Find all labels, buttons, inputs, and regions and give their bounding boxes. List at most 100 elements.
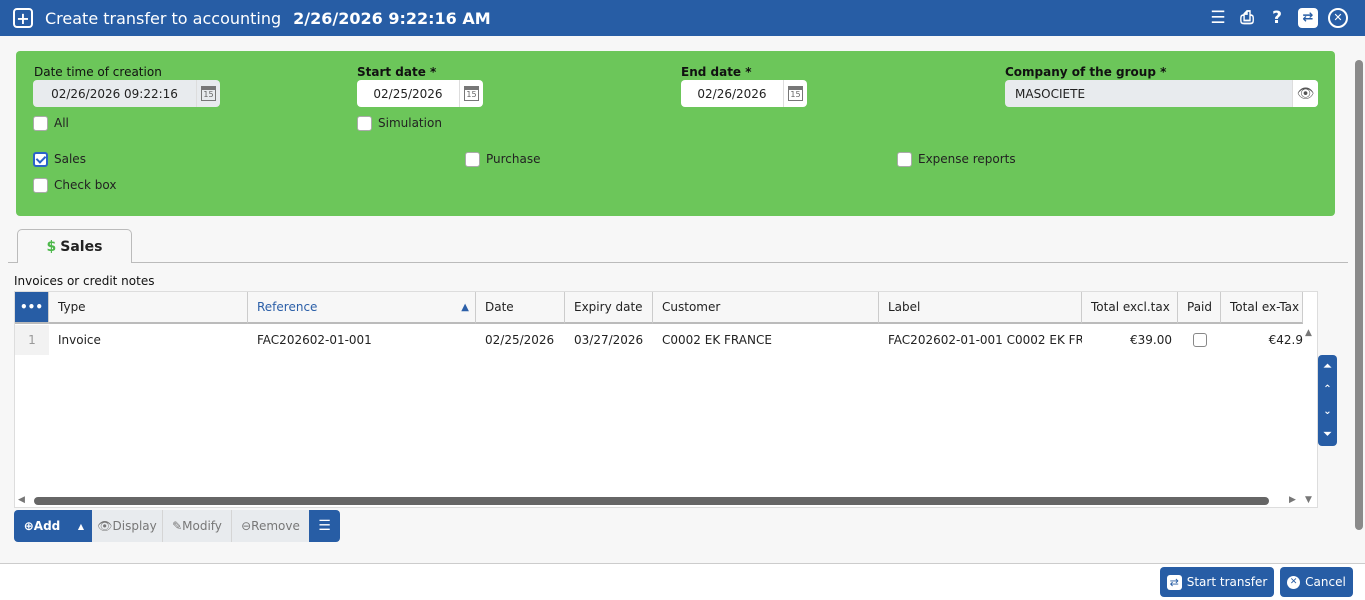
- eye-icon: 👁: [97, 519, 113, 533]
- column-menu-button[interactable]: •••: [15, 292, 49, 324]
- company-label: Company of the group *: [1005, 65, 1167, 79]
- modify-button[interactable]: ✎ Modify: [163, 510, 232, 542]
- creation-label: Date time of creation: [34, 65, 162, 79]
- add-button[interactable]: ⊕ Add: [14, 510, 70, 542]
- tab-divider: [8, 262, 1348, 263]
- column-header-reference[interactable]: Reference ▲: [248, 292, 476, 324]
- row-number: 1: [15, 325, 49, 355]
- start-date-value[interactable]: 02/25/2026: [373, 86, 443, 101]
- column-header-customer[interactable]: Customer: [653, 292, 879, 324]
- cell-type: Invoice: [58, 333, 101, 347]
- remove-label: Remove: [251, 519, 300, 533]
- column-header-paid[interactable]: Paid: [1178, 292, 1221, 324]
- cell-label: FAC202602-01-001 C0002 EK FRANCE: [888, 333, 1082, 347]
- print-icon[interactable]: ⎙: [1240, 8, 1254, 28]
- close-circle-icon: ✕: [1287, 575, 1301, 589]
- filter-panel: Date time of creation 02/26/2026 09:22:1…: [16, 51, 1335, 216]
- end-date-label: End date *: [681, 65, 752, 79]
- paid-checkbox[interactable]: [1192, 333, 1207, 347]
- purchase-label: Purchase: [486, 152, 541, 166]
- cell-expiry: 03/27/2026: [574, 333, 644, 347]
- eye-icon[interactable]: 👁: [1292, 80, 1318, 107]
- close-circle-icon[interactable]: ✕: [1328, 8, 1348, 28]
- modify-label: Modify: [182, 519, 222, 533]
- tab-sales-label: Sales: [60, 238, 103, 255]
- end-date-field[interactable]: 02/26/2026 15: [681, 80, 807, 107]
- column-header-label[interactable]: Label: [879, 292, 1082, 324]
- company-field[interactable]: MASOCIETE 👁: [1005, 80, 1318, 107]
- cancel-label: Cancel: [1305, 575, 1346, 589]
- cell-total-ex-tax: €42.9: [1268, 333, 1303, 347]
- calendar-clock-icon: 15: [196, 80, 220, 107]
- caret-up-icon: ▲: [77, 521, 85, 531]
- expense-reports-label: Expense reports: [918, 152, 1016, 166]
- reference-header-label: Reference: [257, 300, 318, 314]
- calendar-icon[interactable]: 15: [459, 80, 483, 107]
- menu-icon[interactable]: ☰: [1210, 8, 1226, 28]
- last-row-icon[interactable]: ⏷: [1323, 429, 1332, 441]
- sort-ascending-icon: ▲: [461, 301, 469, 313]
- sales-checkbox[interactable]: [33, 152, 48, 167]
- minus-circle-icon: ⊖: [241, 519, 252, 533]
- remove-button[interactable]: ⊖ Remove: [232, 510, 309, 542]
- all-label: All: [54, 116, 69, 130]
- scroll-left-arrow[interactable]: ◀: [18, 495, 25, 505]
- check-box-label: Check box: [54, 178, 117, 192]
- add-dropdown-button[interactable]: ▲: [70, 510, 92, 542]
- simulation-checkbox[interactable]: [357, 116, 372, 131]
- next-row-icon[interactable]: ⌄: [1323, 406, 1332, 418]
- end-date-value[interactable]: 02/26/2026: [697, 86, 767, 101]
- display-label: Display: [112, 519, 157, 533]
- all-checkbox[interactable]: [33, 116, 48, 131]
- start-transfer-label: Start transfer: [1186, 575, 1268, 589]
- tab-sales[interactable]: $ Sales: [17, 229, 132, 263]
- transfer-icon[interactable]: ⇄: [1298, 8, 1318, 28]
- cell-paid: [1178, 325, 1221, 355]
- column-header-date[interactable]: Date: [476, 292, 565, 324]
- cancel-button[interactable]: ✕ Cancel: [1280, 567, 1353, 597]
- cell-customer: C0002 EK FRANCE: [662, 333, 772, 347]
- scroll-up-arrow[interactable]: ▲: [1305, 328, 1312, 338]
- cell-reference: FAC202602-01-001: [257, 333, 372, 347]
- first-row-icon[interactable]: ⏶: [1323, 360, 1332, 372]
- column-header-expiry[interactable]: Expiry date: [565, 292, 653, 324]
- more-menu-button[interactable]: ☰: [309, 510, 340, 542]
- creation-field: 02/26/2026 09:22:16 15: [33, 80, 220, 107]
- start-date-label: Start date *: [357, 65, 437, 79]
- add-square-icon: +: [13, 8, 33, 28]
- window-title: Create transfer to accounting: [45, 8, 282, 28]
- title-bar: + Create transfer to accounting 2/26/202…: [0, 0, 1365, 36]
- creation-value: 02/26/2026 09:22:16: [51, 86, 178, 101]
- help-icon[interactable]: ?: [1272, 8, 1282, 28]
- purchase-checkbox[interactable]: [465, 152, 480, 167]
- company-value: MASOCIETE: [1015, 86, 1086, 101]
- table-caption: Invoices or credit notes: [14, 274, 155, 288]
- footer-divider: [0, 563, 1365, 564]
- window-datetime: 2/26/2026 9:22:16 AM: [293, 8, 491, 28]
- cell-date: 02/25/2026: [485, 333, 555, 347]
- scroll-down-arrow[interactable]: ▼: [1305, 495, 1312, 505]
- display-button[interactable]: 👁 Display: [92, 510, 163, 542]
- previous-row-icon[interactable]: ⌃: [1323, 383, 1332, 395]
- invoices-table: ••• Type Reference ▲ Date Expiry date Cus…: [14, 291, 1318, 508]
- vertical-scrollbar[interactable]: [1353, 42, 1365, 558]
- column-header-type[interactable]: Type: [49, 292, 248, 324]
- column-header-total-excl[interactable]: Total excl.tax: [1082, 292, 1178, 324]
- start-date-field[interactable]: 02/25/2026 15: [357, 80, 483, 107]
- check-box-checkbox[interactable]: [33, 178, 48, 193]
- vertical-scroll-thumb[interactable]: [1355, 60, 1363, 530]
- scroll-right-arrow[interactable]: ▶: [1289, 495, 1296, 505]
- column-header-total-ex-tax[interactable]: Total ex-Tax: [1221, 292, 1303, 324]
- horizontal-scrollbar[interactable]: [34, 497, 1269, 505]
- menu-icon: ☰: [318, 518, 331, 534]
- add-circle-icon: ⊕: [23, 519, 34, 533]
- start-transfer-button[interactable]: ⇄ Start transfer: [1160, 567, 1274, 597]
- pencil-icon: ✎: [172, 519, 183, 533]
- expense-reports-checkbox[interactable]: [897, 152, 912, 167]
- transfer-icon: ⇄: [1166, 574, 1182, 590]
- footer: [0, 564, 1365, 600]
- simulation-label: Simulation: [378, 116, 442, 130]
- add-label: Add: [33, 519, 61, 533]
- sales-label: Sales: [54, 152, 86, 166]
- calendar-icon[interactable]: 15: [783, 80, 807, 107]
